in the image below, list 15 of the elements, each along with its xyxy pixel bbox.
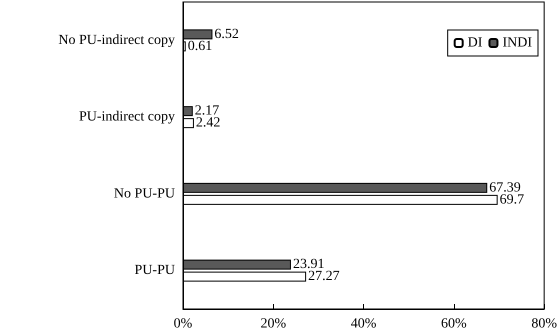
- data-label: 6.52: [214, 26, 239, 42]
- y-tick-label: No PU-PU: [114, 186, 175, 202]
- legend-label: INDI: [502, 36, 532, 50]
- x-tick-label: 60%: [441, 316, 468, 331]
- data-label: 2.42: [196, 116, 220, 131]
- y-tick-label: PU-indirect copy: [78, 110, 175, 125]
- x-tick-label: 40%: [350, 316, 377, 331]
- x-tick-label: 0%: [174, 316, 193, 331]
- y-tick-label: No PU-indirect copy: [58, 32, 175, 48]
- legend-label: DI: [468, 36, 483, 50]
- data-label: 0.61: [188, 38, 212, 54]
- data-label: 27.27: [308, 269, 340, 284]
- x-tick-label: 20%: [260, 316, 286, 331]
- x-tick-label: 80%: [531, 316, 558, 331]
- y-tick-label: PU-PU: [134, 263, 175, 278]
